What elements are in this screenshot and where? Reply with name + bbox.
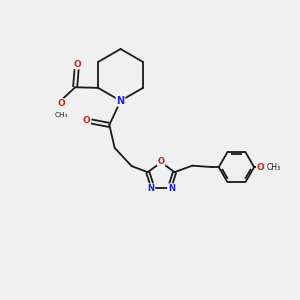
Text: O: O — [73, 59, 81, 68]
Text: N: N — [116, 96, 124, 106]
Text: O: O — [57, 99, 65, 108]
Text: N: N — [148, 184, 154, 193]
Text: N: N — [168, 184, 175, 193]
Text: O: O — [257, 163, 265, 172]
Text: CH₃: CH₃ — [266, 163, 280, 172]
Text: CH₃: CH₃ — [55, 112, 68, 118]
Text: O: O — [158, 157, 165, 166]
Text: O: O — [82, 116, 90, 125]
